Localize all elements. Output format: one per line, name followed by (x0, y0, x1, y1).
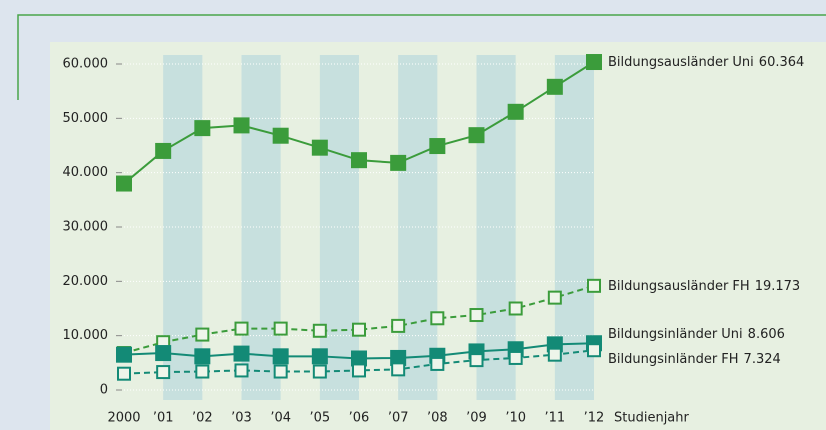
series-name: Bildungsinländer FH (608, 352, 739, 367)
data-point (273, 321, 288, 336)
data-point (312, 323, 327, 338)
data-point (155, 345, 172, 362)
data-point (194, 120, 211, 137)
x-tick-label: ’04 (270, 411, 291, 426)
data-point (390, 349, 407, 366)
x-tick-label: ’05 (309, 411, 330, 426)
data-point (116, 346, 132, 363)
data-point (272, 348, 289, 365)
data-point (155, 142, 172, 159)
series-value-label: 60.364 (759, 55, 805, 70)
x-tick-label: ’08 (427, 411, 448, 426)
series-value-label: 8.606 (748, 327, 785, 342)
series-label: Bildungsinländer Uni 8.606 (608, 327, 785, 342)
x-tick-label: ’11 (544, 411, 565, 426)
data-point (390, 154, 407, 171)
series-name: Bildungsausländer Uni (608, 55, 754, 70)
data-point (194, 348, 211, 365)
x-tick-label: ’03 (231, 411, 252, 426)
data-point (391, 362, 406, 377)
data-point (312, 364, 327, 379)
data-point (116, 175, 132, 192)
data-point (391, 318, 406, 333)
data-point (195, 327, 210, 342)
x-tick-label: ’10 (505, 411, 526, 426)
data-point (587, 278, 601, 293)
series-label: Bildungsausländer Uni 60.364 (608, 55, 804, 70)
y-tick-label: 30.000 (63, 220, 109, 235)
data-point (352, 322, 366, 337)
series-value-label: 7.324 (744, 352, 781, 367)
data-point (429, 138, 446, 155)
data-point (195, 364, 210, 379)
x-tick-label: 2000 (107, 411, 140, 426)
data-point (117, 366, 131, 381)
x-tick-label: ’06 (349, 411, 370, 426)
series-label: Bildungsinländer FH 7.324 (608, 352, 781, 367)
y-tick-label: 60.000 (63, 57, 109, 72)
data-point (233, 345, 250, 362)
x-tick-label: ’12 (584, 411, 605, 426)
data-point (234, 363, 249, 378)
series-value-label: 19.173 (755, 278, 801, 293)
x-tick-label: ’09 (466, 411, 487, 426)
data-point (546, 78, 563, 95)
y-tick-label: 40.000 (63, 165, 109, 180)
data-point (234, 321, 249, 336)
data-point (430, 311, 445, 326)
y-tick-label: 20.000 (63, 274, 109, 289)
y-tick-label: 10.000 (63, 328, 109, 343)
data-point (156, 365, 171, 380)
series-label: Bildungsausländer FH 19.173 (608, 278, 800, 293)
data-point (352, 363, 366, 378)
data-point (469, 308, 484, 323)
data-point (351, 350, 367, 367)
x-tick-label: ’02 (192, 411, 213, 426)
data-point (233, 117, 250, 134)
x-tick-label: ’07 (388, 411, 409, 426)
data-point (587, 343, 601, 358)
y-tick-label: 0 (100, 383, 108, 398)
data-point (311, 348, 328, 365)
data-point (273, 364, 288, 379)
y-tick-label: 50.000 (63, 111, 109, 126)
data-point (311, 139, 328, 156)
data-point (547, 347, 562, 362)
data-point (547, 290, 562, 305)
data-point (430, 356, 445, 371)
frame-line (17, 14, 826, 100)
series-name: Bildungsinländer Uni (608, 327, 743, 342)
data-point (272, 127, 289, 144)
data-point (508, 301, 523, 316)
series-name: Bildungsausländer FH (608, 278, 750, 293)
data-point (586, 54, 602, 71)
data-point (468, 127, 485, 144)
data-point (469, 353, 484, 368)
data-point (507, 103, 524, 120)
data-point (508, 350, 523, 365)
data-point (351, 152, 367, 169)
x-axis-label: Studienjahr (614, 411, 690, 426)
x-tick-label: ’01 (153, 411, 174, 426)
